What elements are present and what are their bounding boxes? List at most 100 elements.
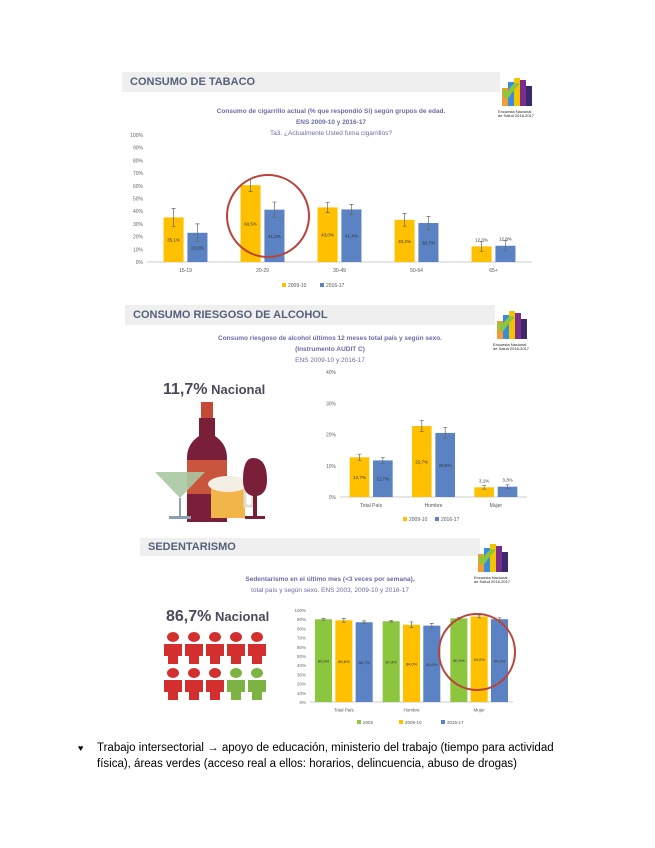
error-bar (426, 216, 431, 230)
legend-label: 2009-10 (409, 517, 428, 523)
bar (315, 619, 333, 702)
check-icon: ✔ (495, 309, 517, 339)
check-icon: ✔ (500, 76, 522, 106)
error-bar (479, 240, 484, 252)
data-label: 87,8% (386, 660, 398, 665)
y-tick-label: 50% (133, 197, 144, 203)
y-tick-label: 70% (297, 636, 306, 641)
y-tick-label: 10% (133, 247, 144, 253)
bar (373, 460, 393, 497)
alcohol-drinks-illustration (155, 402, 267, 522)
data-label: 12,3% (475, 237, 488, 242)
bar (341, 209, 362, 262)
legend-swatch (357, 720, 361, 724)
bar (355, 622, 373, 702)
legend-swatch (403, 517, 407, 521)
x-tick-label: Mujer (474, 708, 486, 713)
bar (163, 217, 184, 262)
bar (394, 219, 415, 262)
x-tick-label: Hombre (403, 708, 420, 713)
y-tick-label: 30% (297, 672, 306, 677)
x-tick-label: Hombre (425, 503, 443, 509)
legend-swatch (399, 720, 403, 724)
heart-bullet-icon: ♥ (78, 743, 84, 753)
x-tick-label: 50-64 (410, 268, 423, 274)
error-bar (321, 618, 326, 621)
person-icon (206, 668, 224, 700)
bar (435, 432, 456, 497)
y-tick-label: 40% (326, 370, 337, 376)
x-tick-label: Total País (334, 708, 355, 713)
slide-header: CONSUMO RIESGOSO DE ALCOHOL (125, 305, 495, 325)
y-tick-label: 0% (136, 260, 144, 266)
chart-subtitle: Consumo riesgoso de alcohol últimos 12 m… (218, 335, 442, 364)
data-label: 23,0% (191, 245, 204, 250)
error-bar (195, 223, 200, 243)
y-tick-label: 30% (133, 222, 144, 228)
ens-logo: ✔ Encuesta Nacional de Salud 2016-2017 (493, 307, 531, 351)
y-tick-label: 80% (297, 626, 306, 631)
x-tick-label: 30-49 (333, 268, 346, 274)
bar (349, 457, 370, 497)
error-bar (503, 240, 508, 252)
bar (474, 487, 494, 497)
y-tick-label: 20% (133, 235, 144, 241)
x-tick-label: Mujer (490, 503, 503, 509)
data-label: 83,0% (426, 662, 438, 667)
logo-text: Encuesta Nacional de Salud 2016-2017 (474, 575, 511, 584)
data-label: 88,8% (338, 659, 350, 664)
legend-label: 2009-10 (288, 283, 307, 289)
data-label: 35,1% (167, 238, 180, 243)
y-tick-label: 80% (133, 158, 144, 164)
data-label: 43,0% (321, 233, 334, 238)
bar (402, 624, 421, 702)
person-icon (227, 668, 245, 700)
highlight-circle (226, 174, 310, 258)
error-bar (171, 208, 176, 227)
bar (497, 486, 518, 497)
legend-label: 2009-10 (405, 720, 422, 725)
bar (418, 223, 439, 262)
y-tick-label: 10% (326, 464, 337, 470)
error-bar (429, 622, 434, 629)
people-icons (164, 632, 266, 700)
national-stat: 11,7% Nacional (163, 381, 266, 398)
person-icon (206, 632, 224, 664)
data-label: 11,7% (377, 477, 389, 482)
legend-label: 2003 (363, 720, 374, 725)
bullet-item: ♥ Trabajo intersectorial → apoyo de educ… (78, 742, 554, 770)
chart-subtitle: Consumo de cigarrillo actual (% que resp… (216, 108, 446, 137)
alcohol-chart: 0% 10% 20% 30% 40% Total País 12,7% 11,7% Hombre… (326, 370, 527, 523)
data-label: 84,0% (406, 661, 418, 666)
y-tick-label: 40% (297, 663, 306, 668)
error-bar (325, 201, 330, 213)
bar (382, 621, 400, 702)
tabaco-chart: 0% 10% 20% 30% 40% 50% 60% 70% 80% 90% 100% 15-19 35… (130, 133, 532, 289)
data-label: 3,3% (502, 478, 512, 483)
logo-text: Encuesta Nacional de Salud 2016-2017 (498, 109, 535, 118)
legend-label: 2016-17 (441, 517, 460, 523)
y-tick-label: 90% (133, 146, 144, 152)
error-bar (349, 203, 354, 215)
error-bar (409, 621, 414, 628)
check-icon: ✔ (476, 542, 498, 572)
legend-swatch (320, 283, 324, 287)
y-tick-label: 20% (326, 433, 337, 439)
alcohol-slide: CONSUMO RIESGOSO DE ALCOHOL ✔ Encuesta N… (125, 305, 535, 527)
ens-logo: ✔ Encuesta Nacional de Salud 2016-2017 (474, 540, 512, 584)
y-tick-label: 60% (133, 184, 144, 190)
person-icon (248, 632, 266, 664)
error-bar (380, 456, 385, 464)
person-icon (248, 668, 266, 700)
bar (335, 620, 353, 702)
error-bar (362, 620, 367, 624)
x-tick-label: 20-29 (256, 268, 269, 274)
data-label: 20,5% (439, 463, 452, 468)
bar (317, 207, 338, 262)
data-label: 86,7% (358, 660, 370, 665)
legend-label: 2016-17 (447, 720, 464, 725)
data-label: 89,9% (318, 659, 330, 664)
bar (187, 232, 208, 262)
tabaco-slide: CONSUMO DE TABACO ✔ Encuesta Nacional de… (122, 72, 540, 292)
